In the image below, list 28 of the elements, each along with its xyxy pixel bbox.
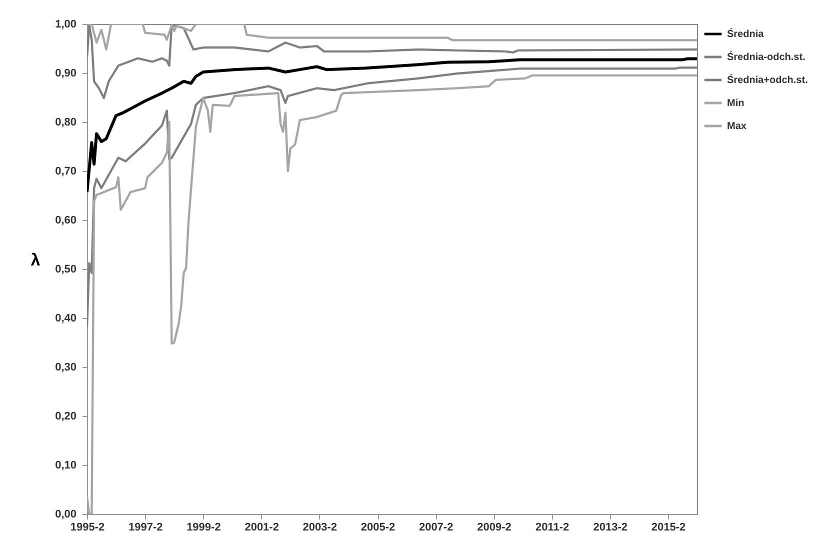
y-tick-label: 0,10 [55,460,76,472]
x-tick-label: 2003-2 [302,522,338,534]
y-axis-title: λ [30,250,41,270]
x-tick-label: 2007-2 [418,522,454,534]
y-tick-label: 0,80 [55,116,76,128]
x-tick-label: 2009-2 [477,522,512,534]
x-tick-label: 2013-2 [593,522,628,534]
y-tick-label: 0,50 [55,264,76,276]
y-tick-label: 0,00 [55,508,76,520]
y-tick-label: 0,70 [55,166,76,178]
y-tick-label: 0,40 [55,312,76,324]
y-tick-label: 0,60 [55,214,76,226]
x-tick-label: 2015-2 [651,522,686,534]
legend-label: Max [727,121,747,132]
legend-label: Średnia+odch.st. [727,74,808,86]
x-tick-label: 2005-2 [360,522,396,534]
y-tick-label: 0,20 [55,410,76,422]
legend-label: Min [727,98,744,109]
legend-label: Średnia-odch.st. [727,51,806,63]
y-tick-label: 0,90 [55,68,76,80]
x-tick-label: 2011-2 [535,522,570,534]
x-tick-label: 1997-2 [128,522,163,534]
y-tick-label: 1,00 [55,18,76,30]
legend-label: Średnia [727,28,764,40]
x-tick-label: 2001-2 [244,522,279,534]
x-tick-label: 1999-2 [186,522,221,534]
x-tick-label: 1995-2 [70,522,105,534]
y-tick-label: 0,30 [55,362,76,374]
